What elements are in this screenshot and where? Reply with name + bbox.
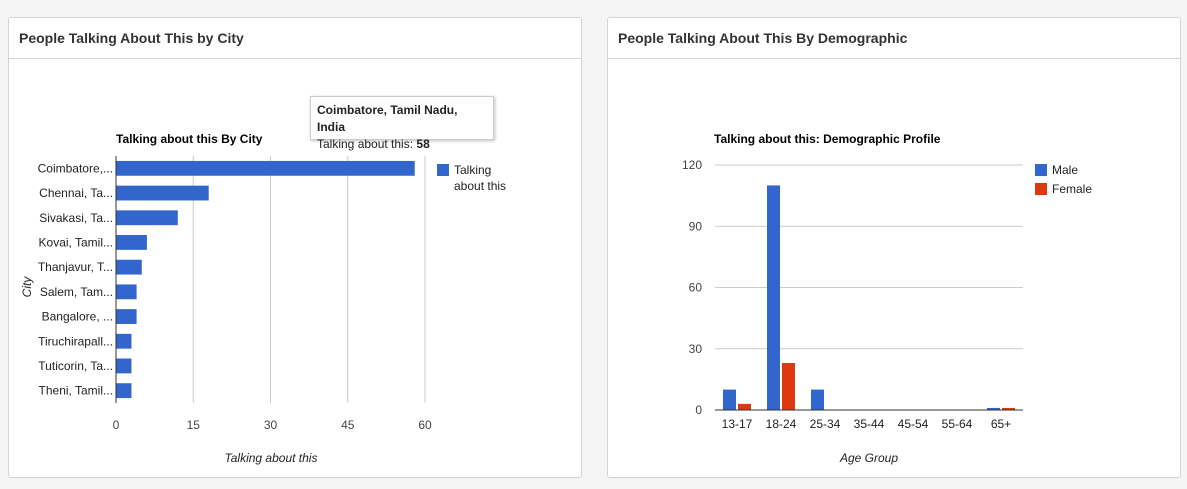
bar-female bbox=[1002, 407, 1015, 410]
bar bbox=[116, 160, 415, 176]
bar bbox=[116, 185, 209, 201]
x-tick-label: 60 bbox=[418, 418, 432, 432]
demographic-panel: People Talking About This By Demographic… bbox=[607, 17, 1181, 478]
x-tick-label: 30 bbox=[264, 418, 278, 432]
bar bbox=[116, 235, 147, 250]
y-tick-label: Salem, Tam... bbox=[40, 285, 113, 299]
legend-label-line2: about this bbox=[454, 179, 506, 193]
bar-female bbox=[738, 403, 751, 410]
bar-male bbox=[987, 407, 1000, 410]
bar bbox=[116, 259, 142, 275]
x-tick-label: 55-64 bbox=[942, 417, 973, 431]
y-tick-label: Tiruchirapall... bbox=[38, 334, 113, 348]
x-tick-label: 65+ bbox=[991, 417, 1011, 431]
chart-title: Talking about this By City bbox=[116, 132, 263, 146]
tooltip-title: Coimbatore, Tamil Nadu, India bbox=[317, 103, 458, 134]
x-tick-label: 15 bbox=[187, 418, 201, 432]
demographic-chart-area: Talking about this: Demographic Profile 0… bbox=[608, 59, 1180, 477]
city-panel: People Talking About This by City Talkin… bbox=[8, 17, 582, 478]
y-tick-label: Coimbatore,... bbox=[38, 161, 113, 175]
y-tick-label: 120 bbox=[682, 158, 702, 172]
legend-swatch bbox=[1035, 183, 1047, 195]
y-tick-label: 60 bbox=[689, 281, 703, 295]
legend-label-line1: Talking bbox=[454, 163, 491, 177]
x-tick-label: 45 bbox=[341, 418, 355, 432]
y-tick-label: Sivakasi, Ta... bbox=[39, 211, 113, 225]
y-tick-label: Bangalore, ... bbox=[42, 310, 113, 324]
tooltip-value: 58 bbox=[416, 137, 430, 151]
demographic-panel-title: People Talking About This By Demographic bbox=[608, 18, 1180, 59]
bar-male bbox=[723, 389, 736, 410]
bar bbox=[116, 210, 178, 226]
y-tick-label: Kovai, Tamil... bbox=[39, 235, 113, 249]
x-tick-label: 45-54 bbox=[898, 417, 929, 431]
bar-male bbox=[767, 185, 780, 410]
x-axis-title: Talking about this bbox=[225, 451, 318, 465]
y-tick-label: 0 bbox=[695, 403, 702, 417]
y-tick-label: 30 bbox=[689, 342, 703, 356]
bar-male bbox=[811, 389, 824, 410]
chart-title: Talking about this: Demographic Profile bbox=[714, 132, 941, 146]
x-tick-label: 0 bbox=[113, 418, 120, 432]
tooltip-label: Talking about this: bbox=[317, 137, 414, 151]
y-tick-label: 90 bbox=[689, 219, 703, 233]
legend-swatch bbox=[437, 164, 449, 176]
chart-tooltip: Coimbatore, Tamil Nadu, India Talking ab… bbox=[310, 96, 494, 151]
legend-label: Male bbox=[1052, 163, 1078, 177]
demographic-bar-chart: Talking about this: Demographic Profile 0… bbox=[682, 132, 1092, 465]
bar bbox=[116, 383, 132, 399]
city-panel-title: People Talking About This by City bbox=[9, 18, 581, 59]
y-tick-label: Thanjavur, T... bbox=[38, 260, 113, 274]
x-axis-title: Age Group bbox=[839, 451, 898, 465]
x-tick-label: 18-24 bbox=[766, 417, 797, 431]
legend-swatch bbox=[1035, 164, 1047, 176]
x-tick-label: 13-17 bbox=[722, 417, 753, 431]
city-chart-area: Talking about this By City 0 15 30 45 60 Coimb… bbox=[9, 59, 581, 477]
y-tick-label: Theni, Tamil... bbox=[39, 384, 113, 398]
bar bbox=[116, 284, 137, 300]
x-tick-label: 25-34 bbox=[810, 417, 841, 431]
bar bbox=[116, 358, 132, 374]
legend-label: Female bbox=[1052, 182, 1092, 196]
city-bar-chart: Talking about this By City 0 15 30 45 60 Coimb… bbox=[20, 132, 506, 465]
bar bbox=[116, 309, 137, 324]
y-tick-label: Chennai, Ta... bbox=[39, 186, 113, 200]
x-tick-label: 35-44 bbox=[854, 417, 885, 431]
y-tick-label: Tuticorin, Ta... bbox=[38, 359, 113, 373]
y-axis-title: City bbox=[20, 276, 34, 298]
bar bbox=[116, 333, 132, 349]
bar-female bbox=[782, 363, 795, 410]
